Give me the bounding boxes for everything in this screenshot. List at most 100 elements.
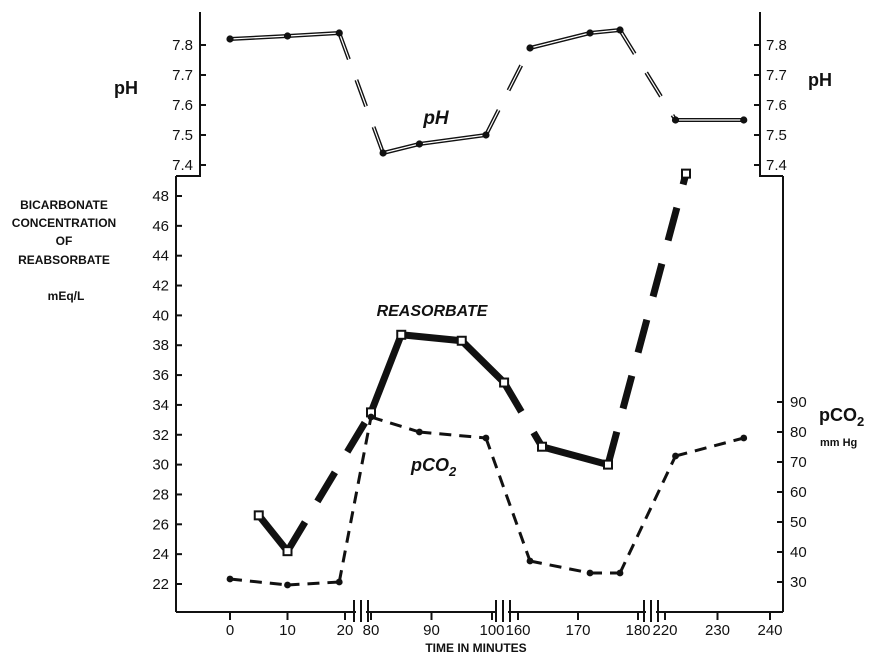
reasorbate-point (681, 168, 691, 179)
reasorbate-point (537, 441, 547, 452)
series-ph (226, 26, 748, 157)
bicarbonate-tick-label: 34 (152, 397, 169, 414)
reasorbate-point (603, 459, 613, 470)
pco2-point (416, 428, 423, 436)
ph-point (335, 29, 343, 37)
ph-point (379, 149, 387, 157)
ph-point (482, 131, 490, 139)
ph-line-inner (619, 29, 677, 121)
bicarbonate-tick-label: 36 (152, 367, 169, 384)
pco2-tick-label: 30 (790, 574, 807, 591)
ph-left-tick-label: 7.4 (172, 157, 193, 174)
pco2-point (526, 557, 534, 565)
x-tick-label: 90 (423, 622, 440, 639)
bicarbonate-tick-label: 30 (152, 457, 169, 474)
reasorbate-point (499, 377, 510, 388)
pco2-point (367, 413, 375, 421)
pco2-line-segment (287, 580, 340, 587)
x-tick-label: 230 (705, 622, 730, 639)
ph-point (526, 44, 534, 52)
bicarbonate-label-line-1: BICARBONATE (20, 198, 108, 212)
bicarbonate-label-line-4: REABSORBATE (18, 253, 110, 267)
ph-right-tick-label: 7.7 (766, 67, 787, 84)
ph-axis-label-right: pH (808, 70, 832, 90)
ph-left-tick-label: 7.6 (172, 97, 193, 114)
pco2-line-segment (675, 436, 745, 458)
pco2-tick-label: 60 (790, 484, 807, 501)
bicarbonate-tick-label: 26 (152, 516, 169, 533)
series-label-ph: pH (422, 108, 450, 129)
ph-left-tick-label: 7.5 (172, 127, 193, 144)
pco2-point (482, 434, 490, 442)
reasorbate-line-segment (501, 380, 546, 449)
ph-point (671, 116, 680, 124)
x-axis-label: TIME IN MINUTES (425, 641, 526, 655)
reasorbate-point (456, 335, 467, 346)
pco2-point (740, 434, 748, 442)
ph-axis-label-left: pH (114, 78, 138, 98)
ph-right-tick-label: 7.6 (766, 97, 787, 114)
reasorbate-point (282, 546, 293, 557)
bicarbonate-axis-label: BICARBONATE CONCENTRATION OF REABSORBATE… (12, 198, 116, 303)
ph-line-inner (287, 32, 340, 37)
reasorbate-point (253, 510, 264, 521)
reasorbate-line-segment (604, 172, 690, 466)
reasorbate-line-segment (400, 331, 463, 345)
axis-break-2 (495, 600, 511, 622)
pco2-axis-label: pCO2 (819, 405, 864, 429)
pco2-line-segment (618, 455, 677, 574)
x-tick-label: 170 (565, 622, 590, 639)
pco2-line-segment (229, 577, 288, 587)
pco2-point (284, 581, 291, 589)
reasorbate-line-segment (541, 443, 609, 468)
ph-left-tick-label: 7.7 (172, 67, 193, 84)
pco2-tick-label: 40 (790, 544, 807, 561)
ph-line-inner (529, 32, 591, 49)
pco2-point (226, 575, 234, 583)
bicarbonate-tick-label: 40 (152, 307, 169, 324)
ph-left-axis-line (176, 12, 201, 177)
bicarbonate-tick-label: 22 (152, 576, 169, 593)
reasorbate-line-segment (284, 410, 374, 553)
axis-break-3 (643, 600, 659, 622)
pco2-tick-label: 90 (790, 394, 807, 411)
pco2-point (335, 578, 343, 586)
series-label-reasorbate: REASORBATE (377, 303, 489, 320)
ph-point (226, 35, 234, 43)
ph-point (740, 116, 748, 124)
bicarbonate-tick-label: 42 (152, 278, 169, 295)
series-layer (226, 26, 748, 589)
ph-point (283, 32, 292, 40)
pco2-line-segment (484, 437, 532, 562)
ticks-layer: 0 10 20 80 90 100 160 170 180 220 230 240 7.4 7.4 7.5 7… (152, 37, 806, 639)
series-reasorbate (253, 168, 691, 557)
ph-right-tick-label: 7.4 (766, 157, 787, 174)
series-pco2 (226, 413, 748, 589)
bicarbonate-tick-label: 24 (152, 546, 169, 563)
pco2-unit-label: mm Hg (820, 437, 857, 449)
x-tick-label: 20 (337, 622, 354, 639)
ph-point (586, 29, 594, 37)
pco2-point (672, 452, 679, 460)
bicarbonate-tick-label: 28 (152, 486, 169, 503)
pco2-point (616, 569, 624, 577)
ph-left-tick-label: 7.8 (172, 37, 193, 54)
x-tick-label: 180 (625, 622, 650, 639)
ph-right-axis-line (759, 12, 783, 177)
pco2-line-segment (419, 430, 487, 440)
ph-line-inner (485, 47, 531, 136)
pco2-tick-label: 50 (790, 514, 807, 531)
ph-line-inner (382, 143, 420, 154)
pco2-point (586, 569, 594, 577)
ph-line-inner (338, 32, 384, 154)
x-tick-label: 160 (505, 622, 530, 639)
ph-right-tick-label: 7.5 (766, 127, 787, 144)
reasorbate-point (396, 329, 407, 340)
bicarbonate-unit-label: mEq/L (48, 289, 85, 303)
pco2-line-segment (337, 416, 373, 583)
ph-right-tick-label: 7.8 (766, 37, 787, 54)
axis-break-1 (353, 600, 369, 622)
ph-line-inner (229, 35, 288, 40)
x-tick-label: 80 (363, 622, 380, 639)
bicarbonate-tick-label: 46 (152, 218, 169, 235)
